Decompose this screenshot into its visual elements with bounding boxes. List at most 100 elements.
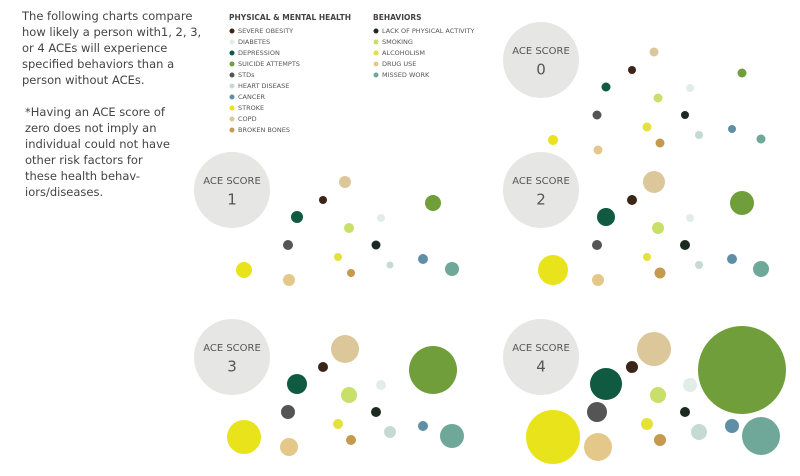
legend-dot bbox=[373, 72, 379, 78]
bubble bbox=[592, 110, 602, 120]
score-label: ACE SCORE bbox=[203, 343, 261, 354]
bubble bbox=[584, 433, 612, 461]
score-number: 0 bbox=[536, 61, 546, 79]
legend-label: STDs bbox=[238, 71, 255, 79]
legend-label: DEPRESSION bbox=[238, 49, 280, 57]
legend-dot bbox=[229, 39, 235, 45]
legend-label: COPD bbox=[238, 115, 257, 123]
bubble bbox=[425, 195, 441, 211]
legend-label: HEART DISEASE bbox=[238, 82, 289, 90]
bubble bbox=[652, 222, 664, 234]
bubble bbox=[628, 66, 636, 74]
bubble bbox=[601, 82, 611, 92]
bubble bbox=[409, 346, 457, 394]
bubble bbox=[227, 420, 261, 454]
bubble bbox=[445, 262, 459, 276]
legend-dot bbox=[229, 105, 235, 111]
bubble bbox=[384, 426, 396, 438]
legend-label: DIABETES bbox=[238, 38, 270, 46]
bubble bbox=[418, 421, 428, 431]
legend-dot bbox=[373, 39, 379, 45]
bubble bbox=[334, 253, 342, 261]
bubble bbox=[386, 261, 394, 269]
legend-dot bbox=[229, 61, 235, 67]
bubble bbox=[319, 196, 327, 204]
bubble bbox=[592, 240, 602, 250]
bubble bbox=[597, 208, 615, 226]
legend-dot bbox=[373, 61, 379, 67]
bubble bbox=[727, 254, 737, 264]
score-number: 4 bbox=[536, 358, 546, 376]
bubble bbox=[339, 176, 351, 188]
bubble bbox=[695, 131, 703, 139]
bubble bbox=[626, 361, 638, 373]
bubble bbox=[730, 191, 754, 215]
bubble bbox=[371, 407, 381, 417]
bubble bbox=[686, 84, 694, 92]
bubble bbox=[538, 255, 568, 285]
bubble bbox=[627, 195, 637, 205]
legend-dot bbox=[229, 50, 235, 56]
score-label: ACE SCORE bbox=[512, 343, 570, 354]
legend-dot bbox=[229, 28, 235, 34]
bubble bbox=[280, 438, 298, 456]
bubble bbox=[376, 380, 386, 390]
legend-label: CANCER bbox=[238, 93, 265, 101]
bubble bbox=[654, 267, 666, 279]
bubble bbox=[650, 387, 666, 403]
legend-dot bbox=[229, 72, 235, 78]
bubble bbox=[344, 223, 354, 233]
score-circle bbox=[503, 319, 579, 395]
legend-title: PHYSICAL & MENTAL HEALTH bbox=[229, 13, 351, 22]
bubble bbox=[655, 138, 665, 148]
score-circle bbox=[194, 319, 270, 395]
legend-dot bbox=[373, 50, 379, 56]
bubble bbox=[680, 407, 690, 417]
legend-label: LACK OF PHYSICAL ACTIVITY bbox=[382, 27, 474, 35]
legend-label: SEVERE OBESITY bbox=[238, 27, 293, 35]
bubble bbox=[548, 135, 558, 145]
score-label: ACE SCORE bbox=[512, 176, 570, 187]
bubble bbox=[526, 410, 580, 464]
bubble bbox=[592, 274, 604, 286]
bubble bbox=[590, 368, 622, 400]
bubble bbox=[649, 47, 659, 57]
score-number: 1 bbox=[227, 191, 237, 209]
legend-label: ALCOHOLISM bbox=[382, 49, 425, 57]
bubble bbox=[686, 214, 694, 222]
bubble bbox=[331, 335, 359, 363]
bubble bbox=[642, 122, 652, 132]
intro: The following charts compare how likely … bbox=[22, 9, 202, 87]
legend-dot bbox=[229, 83, 235, 89]
bubble bbox=[641, 418, 653, 430]
bubble bbox=[643, 171, 665, 193]
legend-label: BROKEN BONES bbox=[238, 126, 290, 134]
legend-dot bbox=[229, 116, 235, 122]
score-circle bbox=[503, 152, 579, 228]
score-label: ACE SCORE bbox=[203, 176, 261, 187]
legend-title: BEHAVIORS bbox=[373, 13, 422, 22]
bubble bbox=[681, 111, 689, 119]
legend-dot bbox=[373, 28, 379, 34]
bubble bbox=[637, 332, 671, 366]
bubble bbox=[318, 362, 328, 372]
bubble bbox=[347, 269, 355, 277]
bubble bbox=[236, 262, 252, 278]
bubble bbox=[371, 240, 381, 250]
legend-dot bbox=[229, 127, 235, 133]
bubble bbox=[742, 417, 780, 455]
bubble bbox=[593, 145, 603, 155]
bubble bbox=[753, 261, 769, 277]
legend-label: SMOKING bbox=[382, 38, 413, 46]
bubble bbox=[287, 374, 307, 394]
bubble bbox=[728, 125, 736, 133]
bubble bbox=[683, 378, 697, 392]
bubble bbox=[680, 240, 690, 250]
legend-label: DRUG USE bbox=[382, 60, 416, 68]
bubble bbox=[756, 134, 766, 144]
bubble bbox=[691, 424, 707, 440]
score-circle bbox=[503, 22, 579, 98]
score-label: ACE SCORE bbox=[512, 46, 570, 57]
